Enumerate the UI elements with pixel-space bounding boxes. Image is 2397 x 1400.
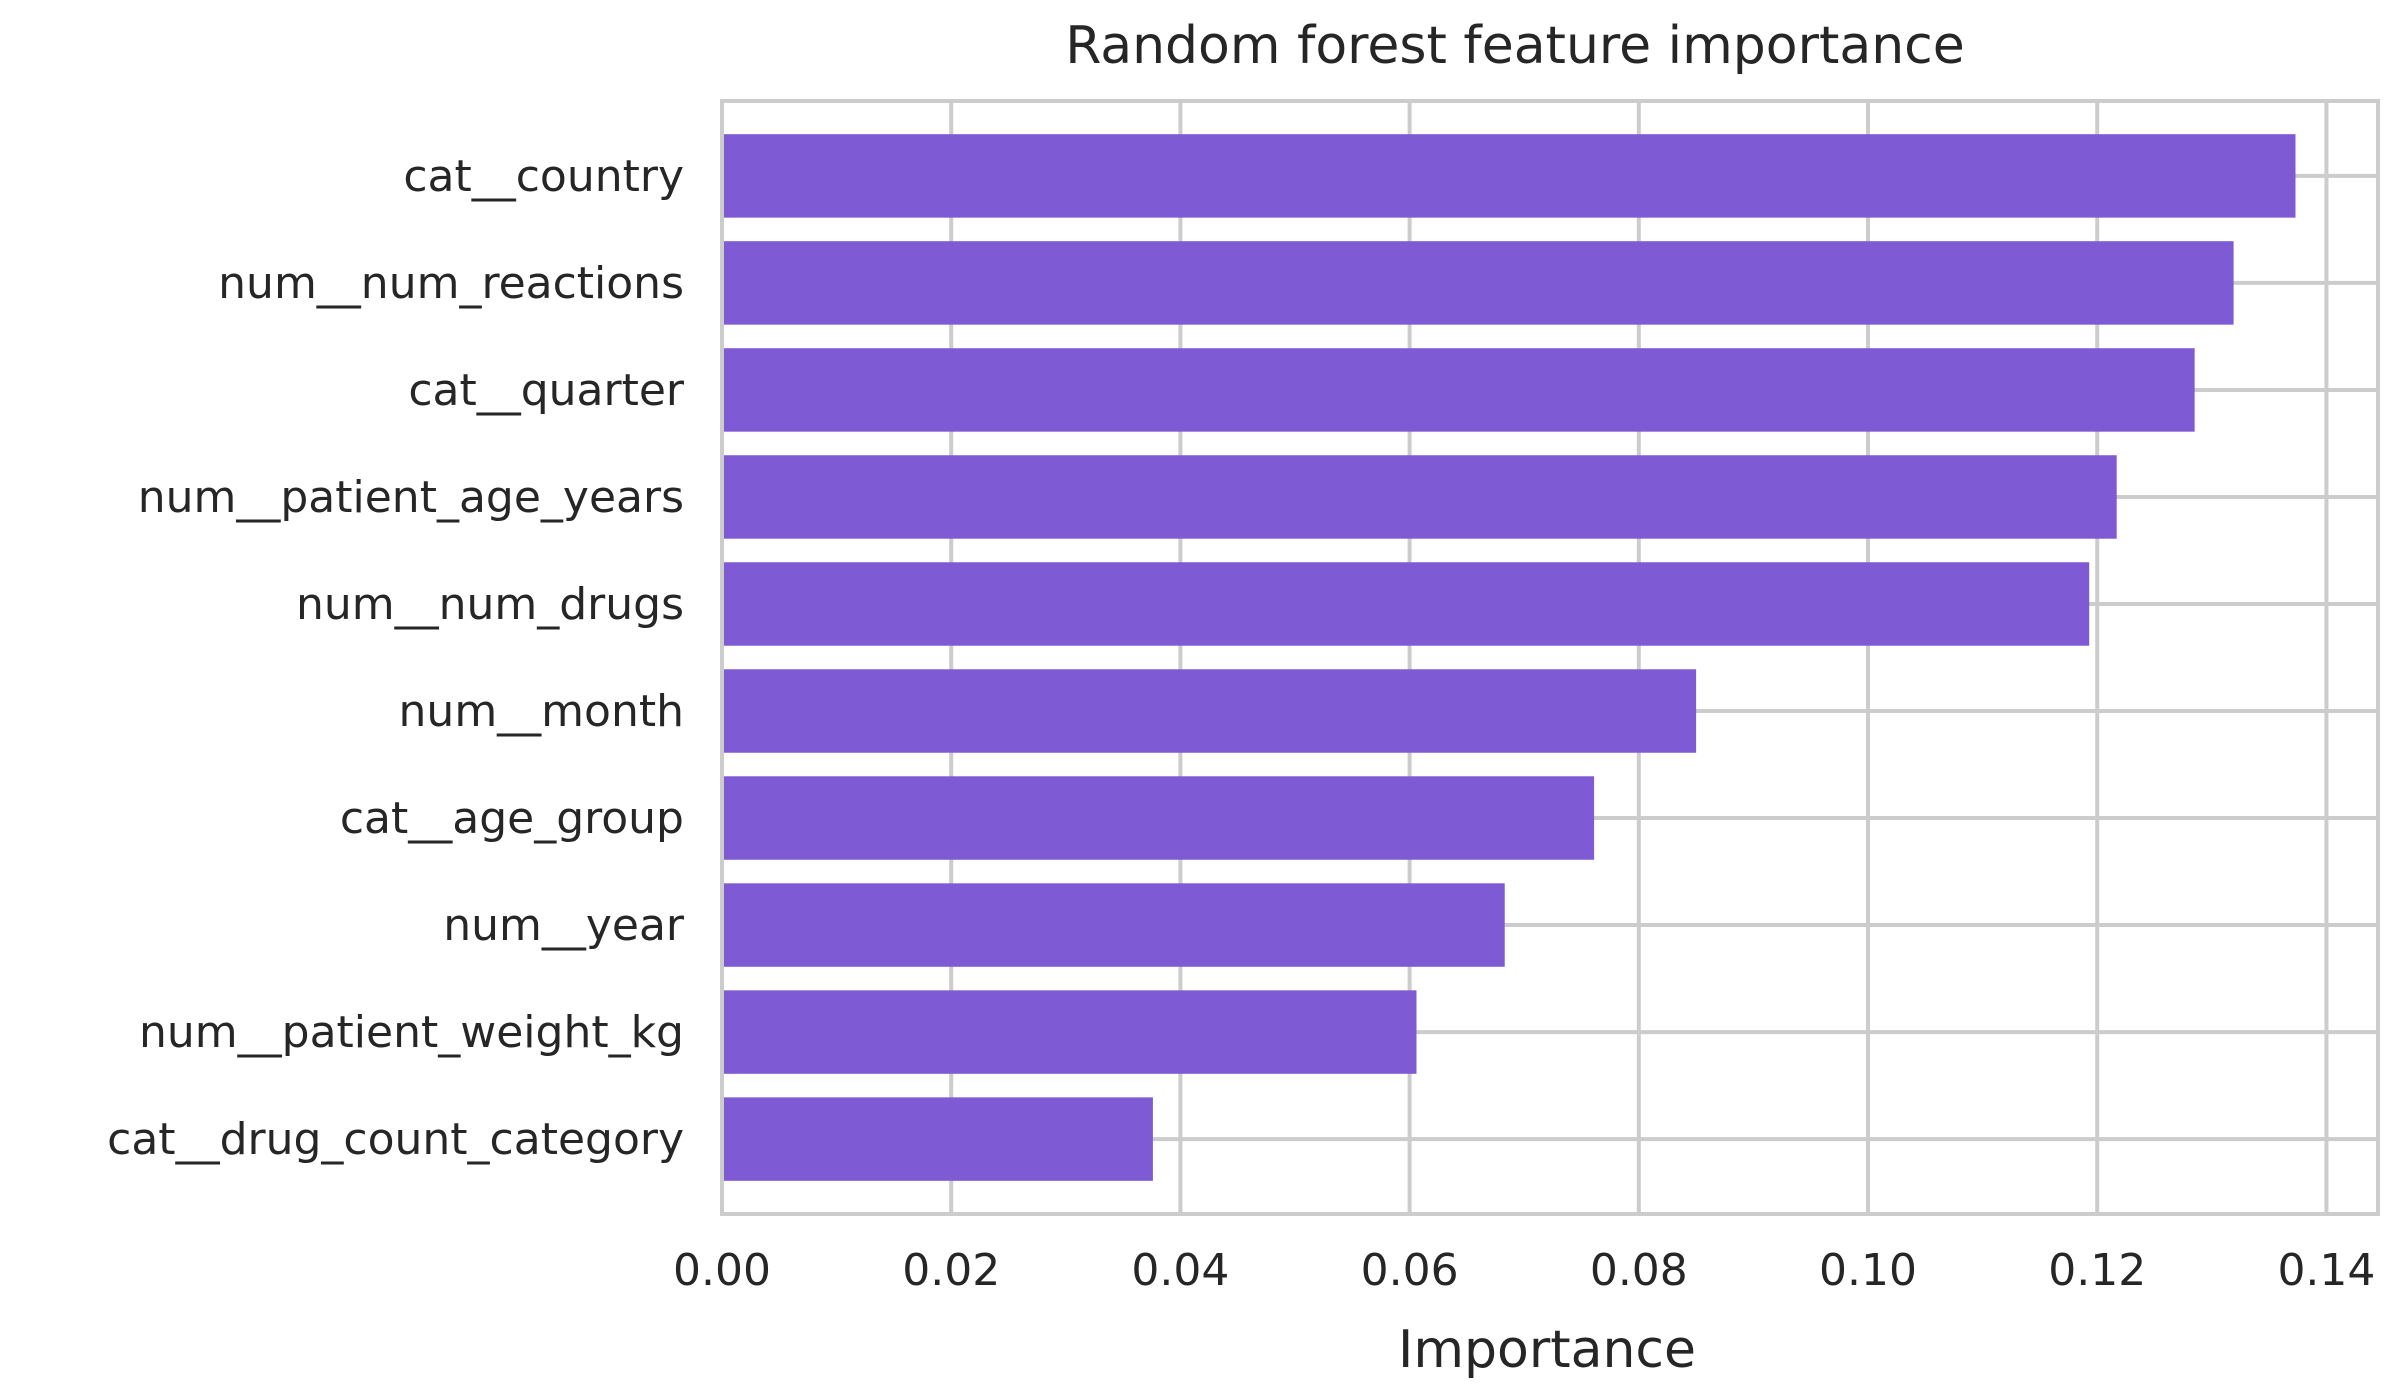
x-tick-label: 0.14 <box>2277 1245 2375 1296</box>
bar-num__month <box>722 669 1697 753</box>
y-tick-label: num__month <box>399 686 684 737</box>
y-tick-label: num__num_reactions <box>218 258 684 309</box>
x-tick-label: 0.08 <box>1590 1245 1688 1296</box>
x-tick-label: 0.00 <box>673 1245 771 1296</box>
bar-num__num_reactions <box>722 241 2234 325</box>
x-tick-label: 0.02 <box>902 1245 1000 1296</box>
bar-cat__drug_count_category <box>722 1097 1153 1181</box>
y-tick-label: cat__country <box>403 151 684 202</box>
y-tick-label: cat__drug_count_category <box>107 1114 684 1165</box>
x-tick-label: 0.04 <box>1131 1245 1229 1296</box>
y-tick-label: num__year <box>443 900 685 951</box>
bar-cat__country <box>722 134 2296 218</box>
y-tick-label: cat__age_group <box>340 793 684 844</box>
y-tick-label: cat__quarter <box>408 365 685 416</box>
y-tick-label: num__patient_weight_kg <box>139 1007 684 1058</box>
bar-cat__age_group <box>722 776 1595 860</box>
plot-frame <box>720 99 2380 1216</box>
y-tick-labels: cat__country num__num_reactions cat__quart… <box>107 151 685 1165</box>
bar-num__patient_age_years <box>722 455 2117 539</box>
y-tick-label: num__patient_age_years <box>138 472 684 523</box>
chart-title: Random forest feature importance <box>1065 16 1965 76</box>
x-tick-label: 0.10 <box>1819 1245 1917 1296</box>
x-axis-title: Importance <box>1398 1320 1696 1380</box>
bars <box>722 134 2296 1181</box>
bar-cat__quarter <box>722 348 2195 432</box>
bar-num__patient_weight_kg <box>722 990 1417 1074</box>
y-tick-label: num__num_drugs <box>296 579 684 630</box>
x-tick-label: 0.06 <box>1361 1245 1459 1296</box>
bar-num__year <box>722 883 1505 967</box>
x-tick-label: 0.12 <box>2048 1245 2146 1296</box>
bar-num__num_drugs <box>722 562 2090 646</box>
x-tick-labels: 0.00 0.02 0.04 0.06 0.08 0.10 0.12 0.14 <box>673 1245 2375 1296</box>
